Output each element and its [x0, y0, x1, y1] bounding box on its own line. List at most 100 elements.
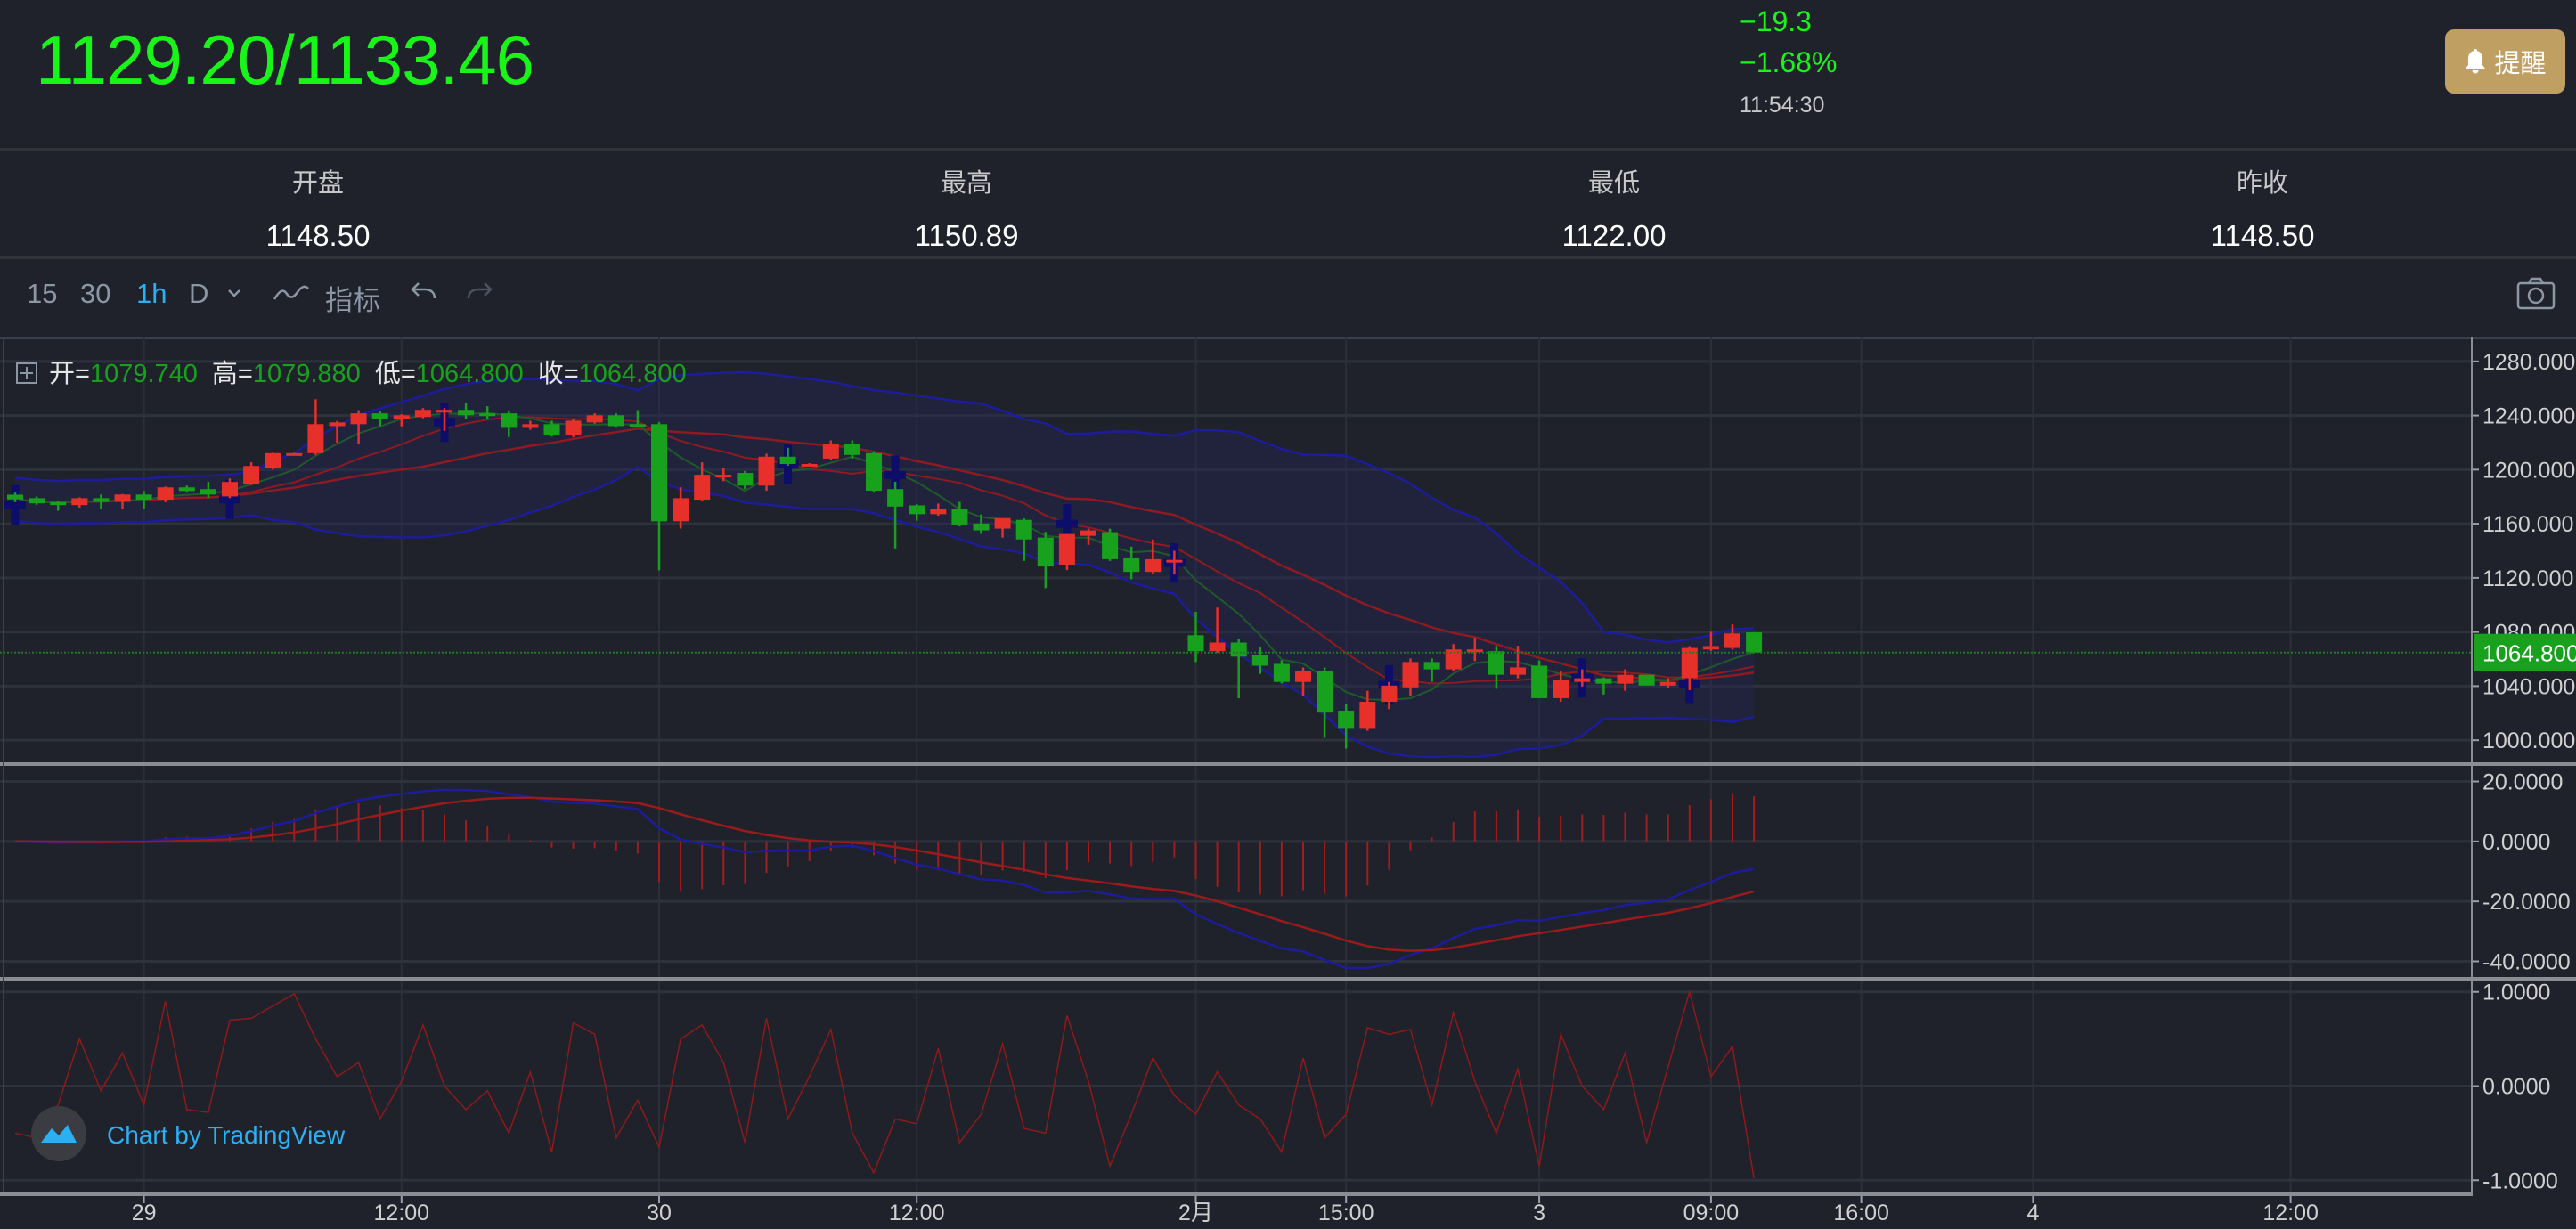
- candle-body: [737, 472, 754, 486]
- tradingview-logo-mark: [41, 1125, 77, 1143]
- stat-high: 最高 1150.89: [788, 162, 1145, 253]
- candle: [414, 408, 431, 419]
- candle: [222, 478, 238, 499]
- candle-body: [1295, 671, 1311, 682]
- alert-label: 提醒: [2494, 50, 2547, 78]
- candle: [651, 422, 667, 571]
- candle-body: [930, 509, 947, 515]
- chevron-down-icon[interactable]: [226, 287, 242, 299]
- candle-body: [157, 487, 174, 501]
- candle-body: [1638, 674, 1655, 686]
- candle: [243, 462, 260, 485]
- candle-body: [1015, 519, 1032, 540]
- indicators-button[interactable]: 指标: [325, 285, 380, 316]
- candle-body: [243, 466, 260, 484]
- candle: [1381, 681, 1398, 710]
- candle-body: [1359, 702, 1376, 729]
- candle-body: [114, 494, 131, 502]
- candle: [1531, 660, 1548, 698]
- last-price-tag-label: 1064.800: [2482, 640, 2576, 667]
- candle: [1080, 528, 1096, 545]
- interval-d[interactable]: D: [189, 278, 209, 309]
- time-label: 3: [1533, 1201, 1545, 1225]
- time-axis-line: [0, 1192, 2472, 1196]
- candle-body: [973, 523, 990, 531]
- candle: [543, 420, 560, 437]
- candle: [1445, 644, 1462, 671]
- candle: [629, 410, 646, 427]
- candle: [522, 420, 539, 430]
- candle: [1187, 612, 1204, 663]
- stat-value: 1150.89: [914, 219, 1019, 252]
- legend-low: 1064.800: [416, 360, 524, 388]
- undo-icon[interactable]: [410, 280, 440, 306]
- candle-body: [822, 444, 839, 459]
- time-label: 15:00: [1318, 1201, 1374, 1225]
- candle: [951, 501, 968, 527]
- legend-text: 开=1079.740 高=1079.880 低=1064.800 收=1064.800: [49, 359, 687, 388]
- candle: [7, 492, 23, 502]
- stat-value: 1122.00: [1561, 219, 1667, 252]
- candle-body: [673, 498, 689, 522]
- candle-body: [866, 452, 882, 492]
- candle: [715, 468, 732, 482]
- candle: [1466, 638, 1483, 662]
- candle: [844, 440, 860, 459]
- candle-body: [1681, 647, 1698, 679]
- candle-body: [994, 517, 1011, 529]
- candle-body: [1466, 649, 1483, 653]
- candle: [866, 451, 882, 493]
- tradingview-watermark: Chart by TradingView: [31, 1106, 346, 1161]
- axis-label: 1280.000: [2482, 350, 2575, 375]
- candle: [1402, 658, 1419, 696]
- legend-close: 1064.800: [579, 360, 687, 388]
- candle-body: [1402, 662, 1419, 688]
- interval-15[interactable]: 15: [27, 278, 58, 309]
- candle-body: [694, 475, 711, 501]
- candle-body: [200, 489, 216, 495]
- candle-body: [222, 482, 238, 497]
- last-price: 1129.20/1133.46: [36, 20, 534, 99]
- interval-1h[interactable]: 1h: [136, 278, 167, 309]
- bollinger-band-fill: [15, 371, 1755, 758]
- candle: [1230, 639, 1247, 699]
- redo-icon[interactable]: [463, 280, 493, 306]
- candle: [1166, 550, 1183, 575]
- time-label: 12:00: [889, 1201, 945, 1225]
- alert-button[interactable]: 提醒: [2445, 29, 2565, 94]
- candle: [1595, 677, 1612, 695]
- price-chart[interactable]: 1280.000 1240.000 1200.000 1160.000 1120.000…: [0, 337, 2576, 1229]
- axis-label: 0.0000: [2482, 830, 2550, 855]
- interval-30[interactable]: 30: [80, 278, 111, 309]
- candle-body: [371, 413, 388, 419]
- candle-body: [651, 424, 667, 522]
- legend-toggle-plus: [20, 367, 33, 379]
- candle: [565, 419, 582, 437]
- candle-body: [178, 487, 195, 492]
- legend-open: 1079.740: [90, 360, 198, 388]
- price-change: −19.3: [1740, 5, 1812, 37]
- time-label: 30: [647, 1201, 672, 1225]
- candle-body: [1338, 711, 1355, 729]
- ma10-line: [14, 416, 1755, 685]
- candle-body: [1724, 633, 1740, 648]
- candle-body: [586, 415, 603, 423]
- time-label: 29: [132, 1201, 157, 1225]
- candle-body: [414, 410, 431, 418]
- axis-label: 1000.000: [2482, 728, 2575, 753]
- candle: [1553, 671, 1569, 702]
- candle-body: [29, 498, 45, 504]
- wave-icon[interactable]: [273, 281, 310, 305]
- legend-open-label: 开=: [49, 360, 90, 388]
- candle: [393, 414, 410, 427]
- oscillator-line: [14, 989, 1755, 1179]
- candle: [479, 406, 496, 419]
- candle-body: [715, 475, 732, 478]
- candle: [822, 440, 839, 461]
- camera-icon[interactable]: [2516, 276, 2556, 310]
- time-label: 09:00: [1683, 1201, 1740, 1225]
- candle-body: [71, 498, 88, 506]
- candle: [350, 410, 367, 444]
- stat-label: 昨收: [2236, 169, 2288, 198]
- legend-toggle-icon: [16, 362, 37, 384]
